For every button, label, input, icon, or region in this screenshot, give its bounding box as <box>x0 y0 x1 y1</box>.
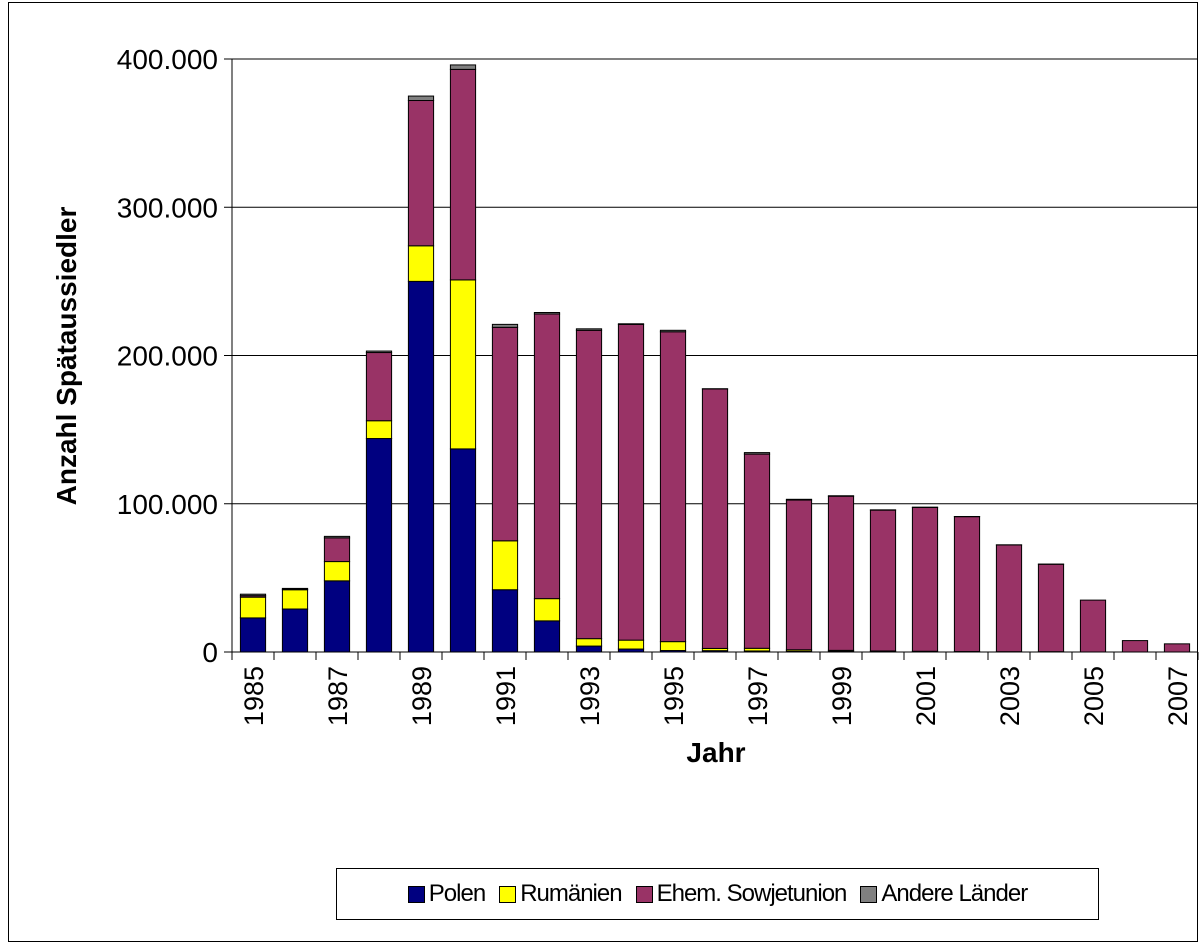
bar-segment <box>996 545 1021 652</box>
bar-segment <box>450 280 475 449</box>
bar-segment <box>534 599 559 621</box>
bar-segment <box>534 314 559 599</box>
bar-segment <box>492 327 517 540</box>
bar-segment <box>240 594 265 595</box>
x-tick-label: 2005 <box>1079 666 1109 726</box>
bar-segment <box>660 330 685 331</box>
bar-segment <box>366 353 391 421</box>
legend-label: Ehem. Sowjetunion <box>657 880 847 908</box>
bars <box>240 65 1189 652</box>
bar-segment <box>744 454 769 648</box>
bar-segment <box>744 453 769 454</box>
legend-swatch <box>499 886 516 903</box>
bar-segment <box>786 499 811 500</box>
bar-segment <box>912 507 937 651</box>
bar-segment <box>660 332 685 642</box>
bar-segment <box>786 500 811 650</box>
bar-segment <box>702 389 727 648</box>
x-tick-label: 1985 <box>239 666 269 726</box>
legend-swatch <box>636 886 653 903</box>
bar-segment <box>366 421 391 439</box>
x-tick-label: 1993 <box>575 666 605 726</box>
bar-segment <box>240 618 265 652</box>
x-tick-label: 1987 <box>323 666 353 726</box>
x-tick-label: 1989 <box>407 666 437 726</box>
bar-segment <box>1038 564 1063 651</box>
x-tick-label: 2003 <box>995 666 1025 726</box>
legend-item: Andere Länder <box>860 880 1027 908</box>
x-tick-label: 1995 <box>659 666 689 726</box>
bar-segment <box>618 324 643 640</box>
bar-segment <box>576 639 601 646</box>
bar-segment <box>450 69 475 280</box>
bar-segment <box>450 449 475 652</box>
bar-segment <box>450 65 475 69</box>
legend-item: Polen <box>408 880 485 908</box>
bar-segment <box>324 536 349 537</box>
bar-segment <box>576 646 601 652</box>
bar-segment <box>534 313 559 314</box>
bar-segment <box>282 588 307 589</box>
bar-segment <box>492 541 517 590</box>
bar-segment <box>1164 644 1189 652</box>
legend-swatch <box>408 886 425 903</box>
bar-segment <box>618 640 643 649</box>
bar-segment <box>534 621 559 652</box>
bar-segment <box>366 351 391 352</box>
bar-segment <box>408 96 433 100</box>
x-tick-label: 1999 <box>827 666 857 726</box>
y-tick-label: 100.000 <box>117 489 218 520</box>
bar-segment <box>492 324 517 327</box>
bar-segment <box>870 510 895 651</box>
x-tick-label: 2007 <box>1163 666 1193 726</box>
bar-segment <box>324 538 349 562</box>
y-tick-label: 0 <box>202 637 218 668</box>
y-tick-label: 300.000 <box>117 192 218 223</box>
bar-segment <box>282 609 307 652</box>
x-tick-label: 1991 <box>491 666 521 726</box>
bar-segment <box>366 439 391 652</box>
y-tick-label: 400.000 <box>117 44 218 75</box>
bar-segment <box>1080 600 1105 652</box>
bar-segment <box>954 517 979 652</box>
bar-segment <box>618 324 643 325</box>
legend-label: Polen <box>429 880 485 908</box>
bar-segment <box>324 562 349 581</box>
legend-item: Rumänien <box>499 880 621 908</box>
bar-segment <box>576 329 601 330</box>
x-tick-label: 1997 <box>743 666 773 726</box>
bar-segment <box>324 581 349 652</box>
legend-swatch <box>860 886 877 903</box>
tick-labels: 0 100.000 200.000 300.000 400.000 1985 1987 198… <box>117 44 1193 726</box>
bar-segment <box>282 590 307 609</box>
legend: Polen Rumänien Ehem. Sowjetunion Andere Län… <box>336 868 1099 920</box>
y-axis-title: Anzahl Spätaussiedler <box>51 207 82 506</box>
x-axis-title: Jahr <box>686 737 745 768</box>
bar-segment <box>1122 641 1147 652</box>
bar-segment <box>240 597 265 618</box>
bar-segment <box>408 101 433 246</box>
y-tick-label: 200.000 <box>117 341 218 372</box>
bar-segment <box>408 246 433 282</box>
bar-segment <box>492 590 517 652</box>
bar-segment <box>660 642 685 651</box>
bar-segment <box>828 496 853 650</box>
x-tick-label: 2001 <box>911 666 941 726</box>
legend-label: Andere Länder <box>881 880 1027 908</box>
legend-label: Rumänien <box>520 880 621 908</box>
bar-segment <box>576 330 601 638</box>
bar-segment <box>408 281 433 652</box>
legend-item: Ehem. Sowjetunion <box>636 880 847 908</box>
